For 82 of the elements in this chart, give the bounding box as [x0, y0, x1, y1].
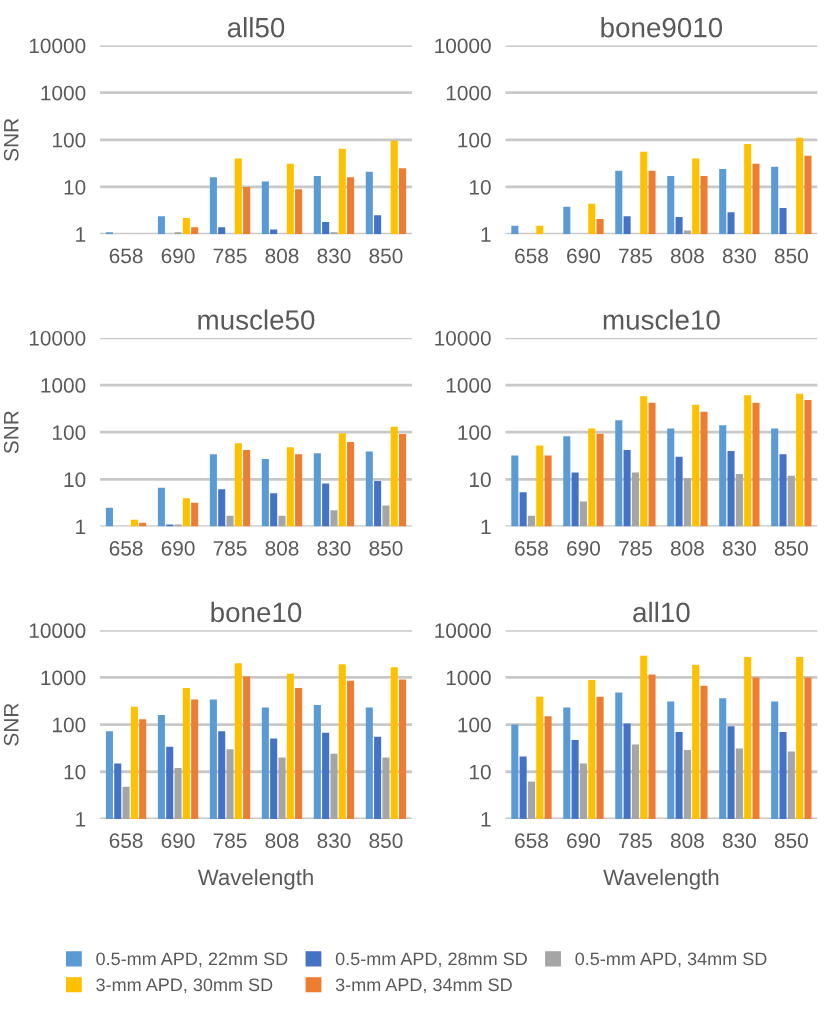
x-tick-label: 690	[161, 540, 195, 556]
x-tick-label: 850	[369, 833, 403, 849]
x-tick-label: 690	[161, 833, 195, 849]
x-tick-label: 830	[317, 833, 351, 849]
y-tick-label: 10000	[29, 330, 86, 346]
chart-title: muscle10	[603, 309, 720, 330]
y-tick-label: 10	[470, 472, 491, 488]
x-tick-label: 785	[619, 540, 652, 556]
x-tick-label: 658	[515, 833, 548, 849]
y-tick-label: 100	[458, 425, 491, 440]
y-tick-label: 1000	[446, 85, 491, 101]
y-tick-label: 1	[481, 519, 491, 535]
x-tick-label: 830	[317, 248, 351, 264]
x-tick-label: 808	[265, 540, 299, 556]
y-axis-title: SNR	[3, 703, 19, 746]
x-tick-label: 808	[670, 248, 704, 264]
y-tick-label: 1000	[41, 670, 86, 686]
x-tick-label: 808	[265, 248, 299, 264]
chart-title: all10	[633, 601, 690, 623]
x-tick-label: 850	[774, 833, 808, 849]
y-tick-label: 10	[64, 764, 86, 780]
y-tick-label: 10000	[435, 623, 491, 639]
legend-label: 0.5-mm APD, 22mm SD	[96, 952, 288, 968]
y-tick-label: 100	[53, 425, 86, 440]
x-tick-label: 830	[722, 540, 756, 556]
x-tick-label: 830	[722, 833, 756, 849]
legend-label: 0.5-mm APD, 28mm SD	[335, 952, 527, 968]
y-tick-label: 10	[64, 472, 86, 488]
y-tick-label: 10000	[29, 38, 86, 54]
x-axis-title: Wavelength	[197, 868, 313, 890]
y-tick-label: 1000	[41, 85, 86, 101]
x-tick-label: 690	[567, 248, 600, 264]
y-tick-label: 1	[76, 812, 86, 827]
y-tick-label: 10000	[29, 623, 86, 639]
x-tick-label: 658	[109, 833, 143, 849]
chart-title: bone9010	[601, 17, 723, 38]
x-tick-label: 808	[265, 833, 299, 849]
x-tick-label: 850	[369, 540, 403, 556]
legend-label: 3-mm APD, 30mm SD	[96, 978, 273, 994]
y-tick-label: 100	[53, 132, 86, 148]
x-tick-label: 830	[317, 540, 351, 556]
y-tick-label: 10000	[435, 330, 491, 346]
y-tick-label: 1	[76, 519, 86, 535]
y-tick-label: 10000	[435, 38, 491, 54]
y-tick-label: 10	[470, 764, 491, 780]
y-tick-label: 1	[481, 227, 491, 242]
y-tick-label: 100	[458, 717, 491, 733]
x-tick-label: 690	[567, 833, 600, 849]
x-tick-label: 785	[213, 248, 247, 264]
y-axis-title: SNR	[3, 411, 19, 454]
x-tick-label: 785	[619, 248, 652, 264]
chart-title: all50	[227, 17, 285, 38]
x-tick-label: 690	[161, 248, 195, 264]
y-tick-label: 1000	[41, 378, 86, 393]
x-tick-label: 658	[109, 248, 143, 264]
x-tick-label: 850	[369, 248, 403, 264]
y-tick-label: 1	[481, 812, 491, 827]
y-tick-label: 10	[64, 179, 86, 195]
y-tick-label: 10	[470, 179, 491, 195]
x-tick-label: 658	[515, 540, 548, 556]
x-tick-label: 808	[670, 540, 704, 556]
y-tick-label: 1000	[446, 670, 491, 686]
y-tick-label: 100	[458, 132, 491, 148]
x-tick-label: 785	[213, 540, 247, 556]
y-tick-label: 100	[53, 717, 86, 733]
x-tick-label: 785	[619, 833, 652, 849]
x-tick-label: 850	[774, 248, 808, 264]
x-tick-label: 658	[109, 540, 143, 556]
y-tick-label: 1	[76, 227, 86, 242]
legend-label: 3-mm APD, 34mm SD	[335, 978, 512, 994]
x-tick-label: 850	[774, 540, 808, 556]
legend-label: 0.5-mm APD, 34mm SD	[575, 952, 767, 968]
chart-title: bone10	[211, 601, 302, 623]
x-tick-label: 785	[213, 833, 247, 849]
y-axis-title: SNR	[3, 118, 19, 161]
x-tick-label: 830	[722, 248, 756, 264]
x-axis-title: Wavelength	[603, 868, 719, 890]
y-tick-label: 1000	[446, 378, 491, 393]
chart-title: muscle50	[198, 309, 315, 330]
x-tick-label: 658	[515, 248, 548, 264]
x-tick-label: 808	[670, 833, 704, 849]
x-tick-label: 690	[567, 540, 600, 556]
